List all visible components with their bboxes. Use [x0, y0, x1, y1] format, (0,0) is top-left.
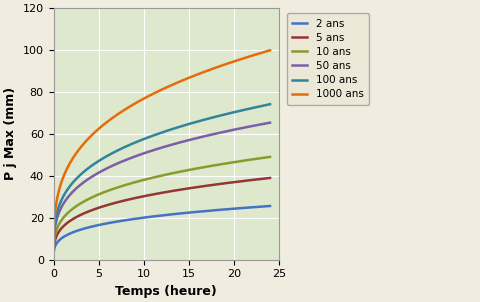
100 ans [199, 118, 205, 122]
5 ans [219, 182, 225, 185]
100 ans [138, 138, 144, 142]
10 ans [138, 179, 144, 182]
2 ans [73, 230, 79, 233]
100 ans [146, 135, 152, 139]
Line: 50 ans: 50 ans [54, 123, 270, 245]
Line: 2 ans: 2 ans [54, 206, 270, 253]
2 ans [138, 216, 144, 220]
10 ans [223, 162, 229, 165]
1000 ans [199, 71, 205, 74]
10 ans [73, 205, 79, 208]
100 ans [51, 242, 57, 245]
50 ans [267, 121, 273, 124]
50 ans [199, 135, 205, 139]
2 ans [219, 208, 225, 211]
Line: 10 ans: 10 ans [54, 157, 270, 249]
1000 ans [219, 63, 225, 67]
5 ans [51, 249, 57, 253]
10 ans [219, 162, 225, 166]
50 ans [223, 130, 229, 133]
1000 ans [138, 98, 144, 102]
50 ans [73, 187, 79, 191]
Line: 5 ans: 5 ans [54, 178, 270, 251]
5 ans [138, 195, 144, 199]
5 ans [223, 181, 229, 185]
Y-axis label: P j Max (mm): P j Max (mm) [4, 87, 17, 180]
Line: 100 ans: 100 ans [54, 104, 270, 243]
5 ans [267, 176, 273, 180]
2 ans [223, 207, 229, 211]
1000 ans [73, 152, 79, 156]
5 ans [146, 193, 152, 197]
2 ans [51, 252, 57, 255]
10 ans [199, 166, 205, 169]
2 ans [146, 215, 152, 219]
1000 ans [267, 49, 273, 52]
Line: 1000 ans: 1000 ans [54, 50, 270, 239]
50 ans [146, 150, 152, 153]
Legend: 2 ans, 5 ans, 10 ans, 50 ans, 100 ans, 1000 ans: 2 ans, 5 ans, 10 ans, 50 ans, 100 ans, 1… [287, 13, 369, 104]
50 ans [51, 243, 57, 247]
50 ans [219, 130, 225, 134]
50 ans [138, 153, 144, 156]
10 ans [51, 247, 57, 251]
1000 ans [146, 94, 152, 98]
2 ans [199, 210, 205, 213]
100 ans [219, 113, 225, 117]
5 ans [199, 185, 205, 188]
10 ans [267, 155, 273, 159]
5 ans [73, 216, 79, 219]
2 ans [267, 204, 273, 208]
100 ans [223, 112, 229, 116]
1000 ans [223, 62, 229, 66]
100 ans [73, 178, 79, 181]
10 ans [146, 177, 152, 180]
X-axis label: Temps (heure): Temps (heure) [115, 285, 217, 298]
100 ans [267, 102, 273, 106]
1000 ans [51, 237, 57, 241]
